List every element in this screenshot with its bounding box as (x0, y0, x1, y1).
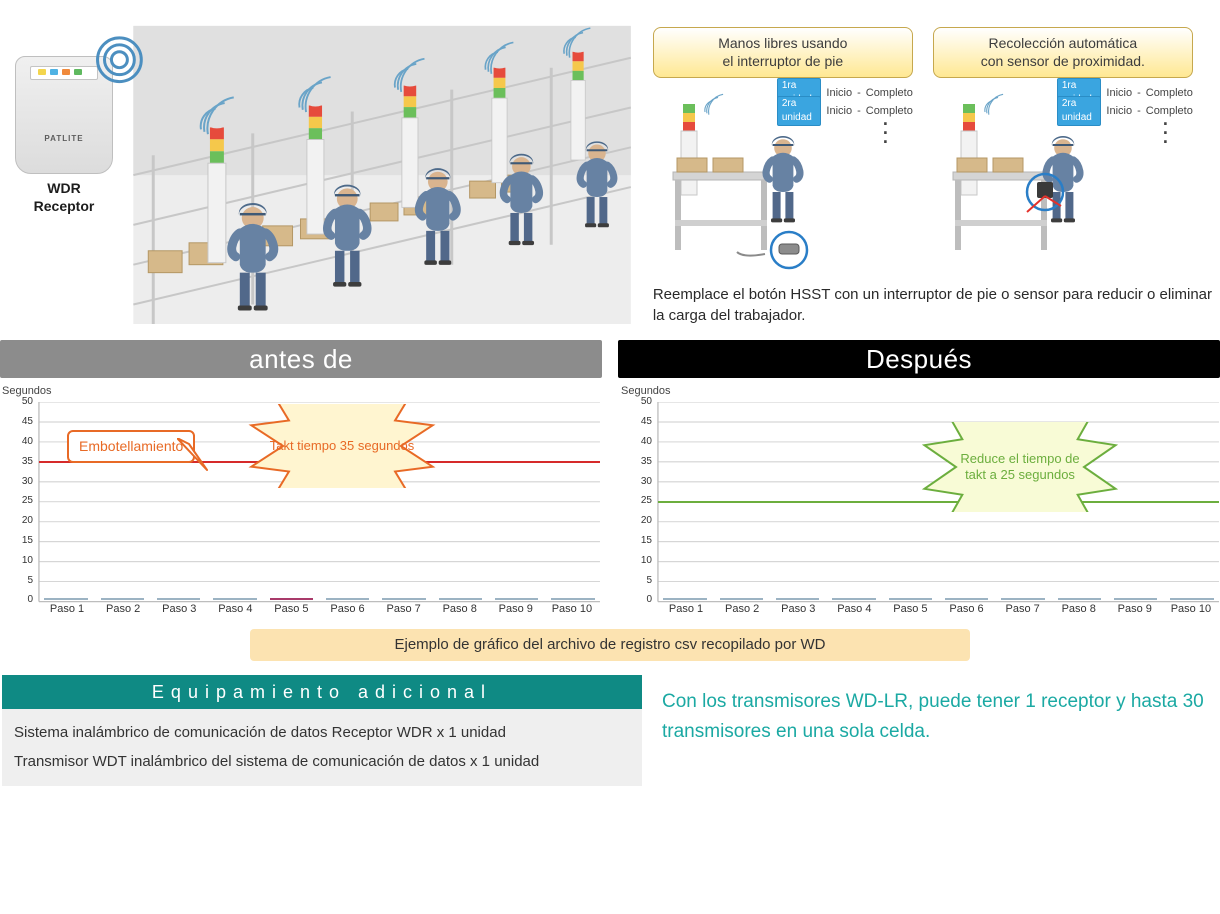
equip-line1: Sistema inalámbrico de comunicación de d… (14, 719, 630, 748)
header-after: Después (618, 340, 1220, 378)
equip-block: Equipamiento adicional Sistema inalámbri… (2, 675, 642, 786)
scene2-title: Recolección automática con sensor de pro… (933, 27, 1193, 78)
chart-before: Segundos 05101520253035404550Paso 1Paso … (0, 384, 601, 621)
bar-step-7 (382, 598, 425, 600)
burst-after: Reduce el tiempo de takt a 25 segundos (920, 422, 1120, 512)
replace-note: Reemplace el botón HSST con un interrupt… (653, 284, 1216, 326)
factory-svg (4, 6, 635, 324)
bar-step-8 (1058, 598, 1101, 600)
bar-step-9 (495, 598, 538, 600)
chart-after-ylabel: Segundos (619, 384, 1220, 399)
bar-step-3 (157, 598, 200, 600)
bar-step-1 (44, 598, 87, 600)
header-before: antes de (0, 340, 602, 378)
caption: Ejemplo de gráfico del archivo de regist… (250, 629, 970, 661)
bar-step-5 (889, 598, 932, 600)
scene-proximity: Recolección automática con sensor de pro… (933, 27, 1193, 272)
bar-step-4 (832, 598, 875, 600)
cta-text: Con los transmisores WD-LR, puede tener … (662, 675, 1218, 786)
bar-step-6 (945, 598, 988, 600)
bar-step-2 (720, 598, 763, 600)
chart-after: Segundos 05101520253035404550Paso 1Paso … (619, 384, 1220, 621)
burst-before: Takt tiempo 35 segundos (247, 404, 437, 488)
bar-step-10 (1170, 598, 1213, 600)
equip-title: Equipamiento adicional (2, 675, 642, 709)
bar-step-2 (101, 598, 144, 600)
bar-step-10 (551, 598, 594, 600)
factory-illustration: PATLITE WDR Receptor WDT-LR-Z2 (4, 6, 635, 326)
bar-step-6 (326, 598, 369, 600)
bar-step-8 (439, 598, 482, 600)
scene-foot-switch: Manos libres usando el interruptor de pi… (653, 27, 913, 272)
chart-before-ylabel: Segundos (0, 384, 601, 399)
bar-step-9 (1114, 598, 1157, 600)
bar-step-4 (213, 598, 256, 600)
bar-step-5 (270, 598, 313, 600)
bar-step-3 (776, 598, 819, 600)
equip-line2: Transmisor WDT inalámbrico del sistema d… (14, 748, 630, 777)
bar-step-7 (1001, 598, 1044, 600)
bar-step-1 (663, 598, 706, 600)
scene1-title: Manos libres usando el interruptor de pi… (653, 27, 913, 78)
